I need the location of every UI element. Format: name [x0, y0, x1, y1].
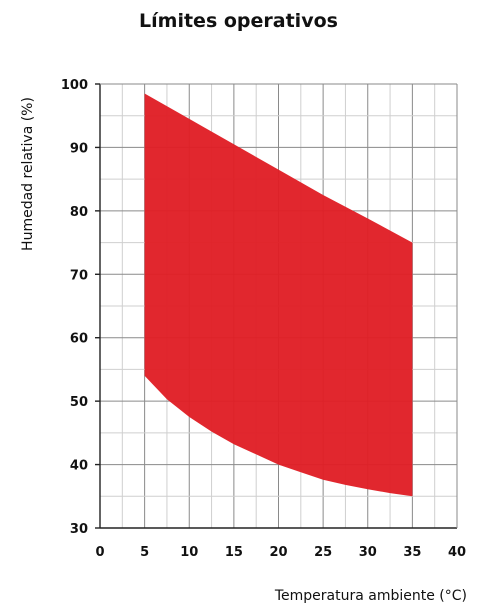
- x-axis-label: Temperatura ambiente (°C): [274, 588, 467, 604]
- axes: [95, 83, 458, 529]
- y-tick-label: 70: [70, 268, 88, 283]
- x-tick-label: 15: [225, 545, 243, 560]
- x-tick-label: 30: [359, 545, 377, 560]
- y-axis-label: Humedad relativa (%): [20, 97, 36, 251]
- x-tick-label: 25: [314, 545, 332, 560]
- x-tick-label: 20: [269, 545, 287, 560]
- x-tick-label: 5: [140, 545, 149, 560]
- x-tick-label: 10: [180, 545, 198, 560]
- operating-region: [144, 93, 413, 497]
- y-tick-label: 80: [70, 205, 88, 220]
- y-tick-label: 60: [70, 332, 88, 347]
- y-tick-label: 50: [70, 395, 88, 410]
- x-tick-label: 0: [95, 545, 104, 560]
- tick-labels: 0 5 10 15 20 25 30 35 40 30 40 50 60 70 80 90 100: [61, 78, 466, 560]
- x-tick-label: 40: [448, 545, 466, 560]
- y-tick-label: 30: [70, 522, 88, 537]
- y-tick-label: 40: [70, 459, 88, 474]
- y-tick-label: 100: [61, 78, 88, 93]
- y-tick-label: 90: [70, 141, 88, 156]
- x-tick-label: 35: [403, 545, 421, 560]
- chart-title: Límites operativos: [139, 10, 338, 32]
